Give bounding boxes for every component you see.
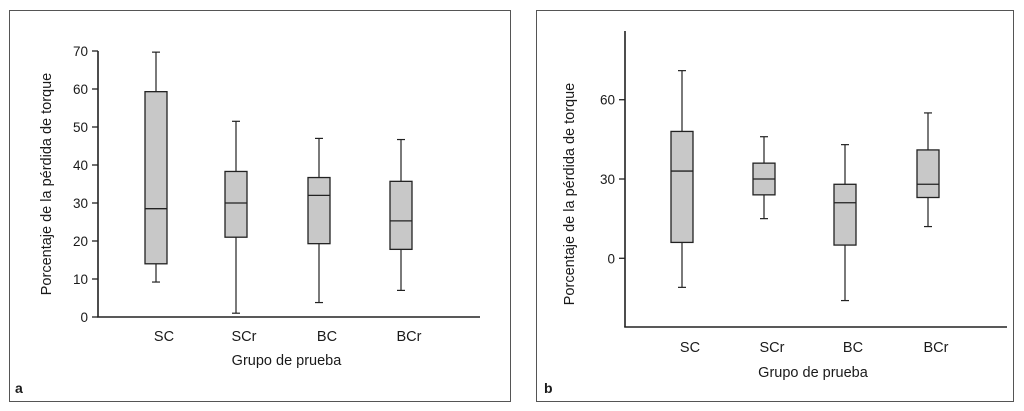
panel-letter: b (544, 380, 553, 396)
chart-panel-a: 0 10 20 30 40 50 60 70 SC SCr BC BCr Grupo de prueba… (9, 10, 511, 402)
iqr-box (916, 149, 940, 199)
x-axis-title: Grupo de prueba (758, 365, 869, 381)
y-axis-title: Porcentaje de la pérdida de torque (39, 73, 55, 296)
y-tick-label: 50 (73, 120, 88, 135)
x-category-label: SC (154, 329, 174, 345)
panel-letter: a (15, 380, 23, 396)
y-tick-label: 60 (73, 82, 88, 97)
y-tick-label: 0 (80, 310, 88, 325)
x-category-label: SC (680, 340, 700, 356)
x-category-label: BC (843, 340, 863, 356)
y-tick-label: 10 (73, 272, 88, 287)
x-category-label: BCr (397, 329, 422, 345)
y-tick-label: 70 (73, 44, 88, 59)
x-category-label: SCr (760, 340, 785, 356)
x-category-label: SCr (232, 329, 257, 345)
iqr-box (307, 176, 331, 245)
y-tick-label: 0 (607, 251, 615, 266)
iqr-box (389, 180, 413, 251)
iqr-box (833, 183, 857, 246)
x-category-label: BCr (924, 340, 949, 356)
y-tick-label: 60 (600, 93, 615, 108)
y-tick-label: 30 (600, 172, 615, 187)
box-plot-b: 0 30 60 SC SCr BC BCr Grupo de prueba Porcentaje… (544, 31, 1007, 396)
iqr-box (224, 170, 248, 238)
iqr-box (144, 91, 168, 265)
box-plot-a: 0 10 20 30 40 50 60 70 SC SCr BC BCr Grupo de prueba… (15, 44, 480, 396)
y-tick-label: 30 (73, 196, 88, 211)
y-tick-label: 20 (73, 234, 88, 249)
x-category-label: BC (317, 329, 337, 345)
y-axis-title: Porcentaje de la pérdida de torque (562, 83, 578, 306)
x-axis-title: Grupo de prueba (232, 353, 343, 369)
iqr-box (670, 130, 694, 244)
chart-panel-b: 0 30 60 SC SCr BC BCr Grupo de prueba Porcentaje… (536, 10, 1014, 402)
y-tick-label: 40 (73, 158, 88, 173)
